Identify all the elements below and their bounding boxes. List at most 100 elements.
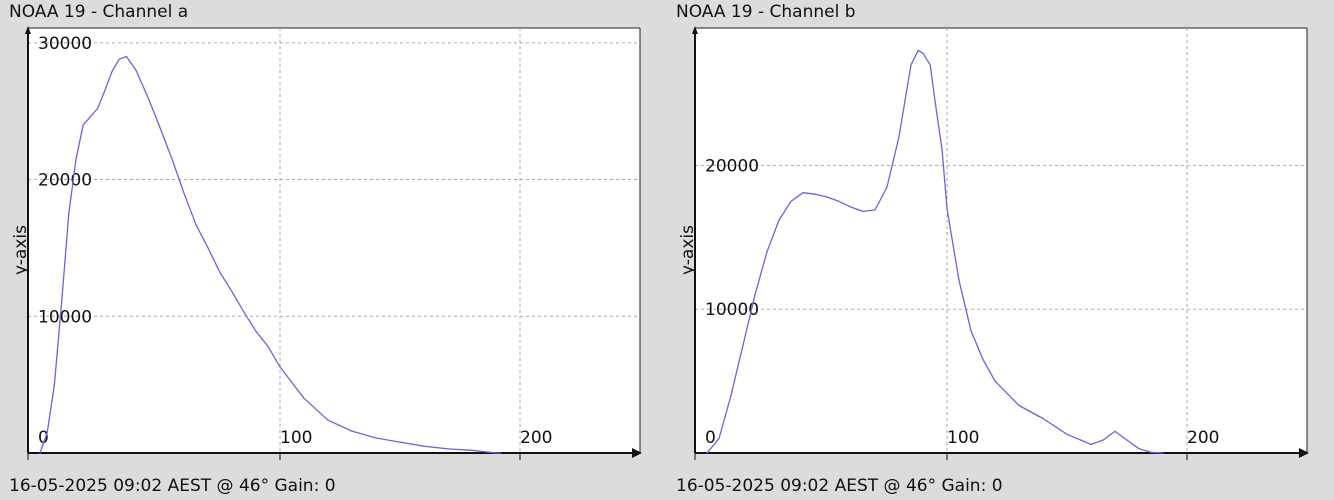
x-tick-label: 200	[520, 428, 552, 448]
data-point	[68, 213, 70, 215]
data-point	[1162, 452, 1164, 454]
data-point	[922, 52, 924, 54]
data-point	[1150, 451, 1152, 453]
data-point	[898, 136, 900, 138]
data-point	[303, 397, 305, 399]
data-point	[838, 200, 840, 202]
data-point	[351, 430, 353, 432]
data-point	[970, 330, 972, 332]
data-point	[399, 441, 401, 443]
data-point	[1126, 439, 1128, 441]
data-point	[706, 452, 708, 454]
data-point	[1042, 417, 1044, 420]
data-point	[447, 448, 449, 450]
x-tick-label: 200	[1187, 428, 1219, 448]
data-point	[471, 449, 473, 451]
data-point	[754, 294, 756, 296]
y-axis-arrow	[692, 26, 698, 34]
data-point	[147, 96, 149, 99]
data-point	[1102, 439, 1104, 441]
chart-panel-b: NOAA 19 - Channel b y-axis 0 100 200 10000 2…	[667, 0, 1334, 500]
data-point	[207, 247, 209, 249]
data-point	[495, 452, 497, 454]
data-point	[231, 291, 233, 293]
chart-title: NOAA 19 - Channel b	[676, 2, 856, 22]
data-point	[46, 431, 48, 434]
chart-plot-area: 0 100 200 10000 20000 30000	[25, 26, 642, 460]
data-point	[97, 107, 99, 110]
data-point	[82, 124, 84, 126]
data-point	[500, 452, 502, 454]
data-point	[118, 58, 120, 60]
data-point	[814, 193, 816, 195]
data-point	[766, 251, 768, 253]
series-line	[706, 49, 1164, 454]
data-point	[874, 209, 876, 211]
data-point	[75, 158, 77, 160]
data-point	[61, 302, 63, 304]
data-point	[375, 437, 377, 439]
data-point	[327, 419, 329, 421]
data-point	[994, 380, 996, 382]
data-point	[1018, 404, 1020, 407]
data-point	[850, 206, 852, 208]
data-point	[958, 279, 960, 281]
data-point	[219, 271, 221, 274]
y-axis-arrow	[25, 26, 31, 34]
chart-panel-a: NOAA 19 - Channel a y-axis 0 100 200 10000 2…	[9, 2, 642, 496]
data-point	[195, 224, 197, 226]
data-point	[1090, 443, 1092, 445]
y-tick-label: 20000	[705, 156, 759, 176]
chart-title: NOAA 19 - Channel a	[9, 2, 189, 22]
y-tick-label: 10000	[705, 300, 759, 320]
data-point	[267, 345, 269, 347]
data-point	[886, 186, 888, 188]
x-tick-label: 100	[947, 428, 979, 448]
data-point	[89, 116, 91, 118]
data-point	[934, 100, 936, 102]
status-footer: 16-05-2025 09:02 AEST @ 46° Gain: 0	[676, 476, 1003, 496]
data-point	[1138, 448, 1140, 450]
data-point	[104, 90, 106, 92]
data-point	[730, 394, 732, 397]
data-point	[125, 55, 127, 58]
data-point	[423, 445, 425, 447]
data-point	[941, 150, 943, 152]
x-tick-label: 0	[38, 428, 49, 448]
data-point	[742, 344, 744, 346]
x-tick-label: 100	[280, 428, 312, 448]
chart-plot-area: 0 100 200 10000 20000	[692, 26, 1309, 460]
series-line	[39, 55, 501, 454]
x-tick-label: 0	[705, 428, 716, 448]
data-point	[862, 210, 864, 212]
data-point	[982, 358, 984, 361]
data-point	[135, 69, 137, 71]
data-point	[718, 438, 720, 440]
plot-background	[28, 28, 640, 453]
data-point	[1114, 430, 1116, 432]
data-point	[790, 200, 792, 202]
x-axis-arrow	[632, 448, 642, 458]
data-point	[183, 192, 185, 194]
plot-background	[695, 28, 1307, 453]
data-point	[159, 127, 161, 129]
data-point	[255, 330, 257, 332]
data-point	[929, 64, 931, 66]
data-point	[917, 49, 919, 52]
data-point	[243, 311, 245, 313]
data-point	[826, 196, 828, 198]
status-footer: 16-05-2025 09:02 AEST @ 46° Gain: 0	[9, 476, 336, 496]
data-point	[802, 192, 804, 194]
data-point	[279, 366, 281, 368]
data-point	[171, 158, 173, 160]
data-point	[910, 64, 912, 66]
data-point	[39, 452, 41, 454]
x-axis-arrow	[1299, 448, 1309, 458]
data-point	[1066, 433, 1068, 435]
data-point	[53, 384, 56, 386]
data-point	[778, 219, 780, 221]
data-point	[946, 208, 948, 210]
y-tick-label: 30000	[38, 34, 92, 54]
data-point	[111, 70, 113, 73]
y-tick-label: 20000	[38, 171, 92, 191]
